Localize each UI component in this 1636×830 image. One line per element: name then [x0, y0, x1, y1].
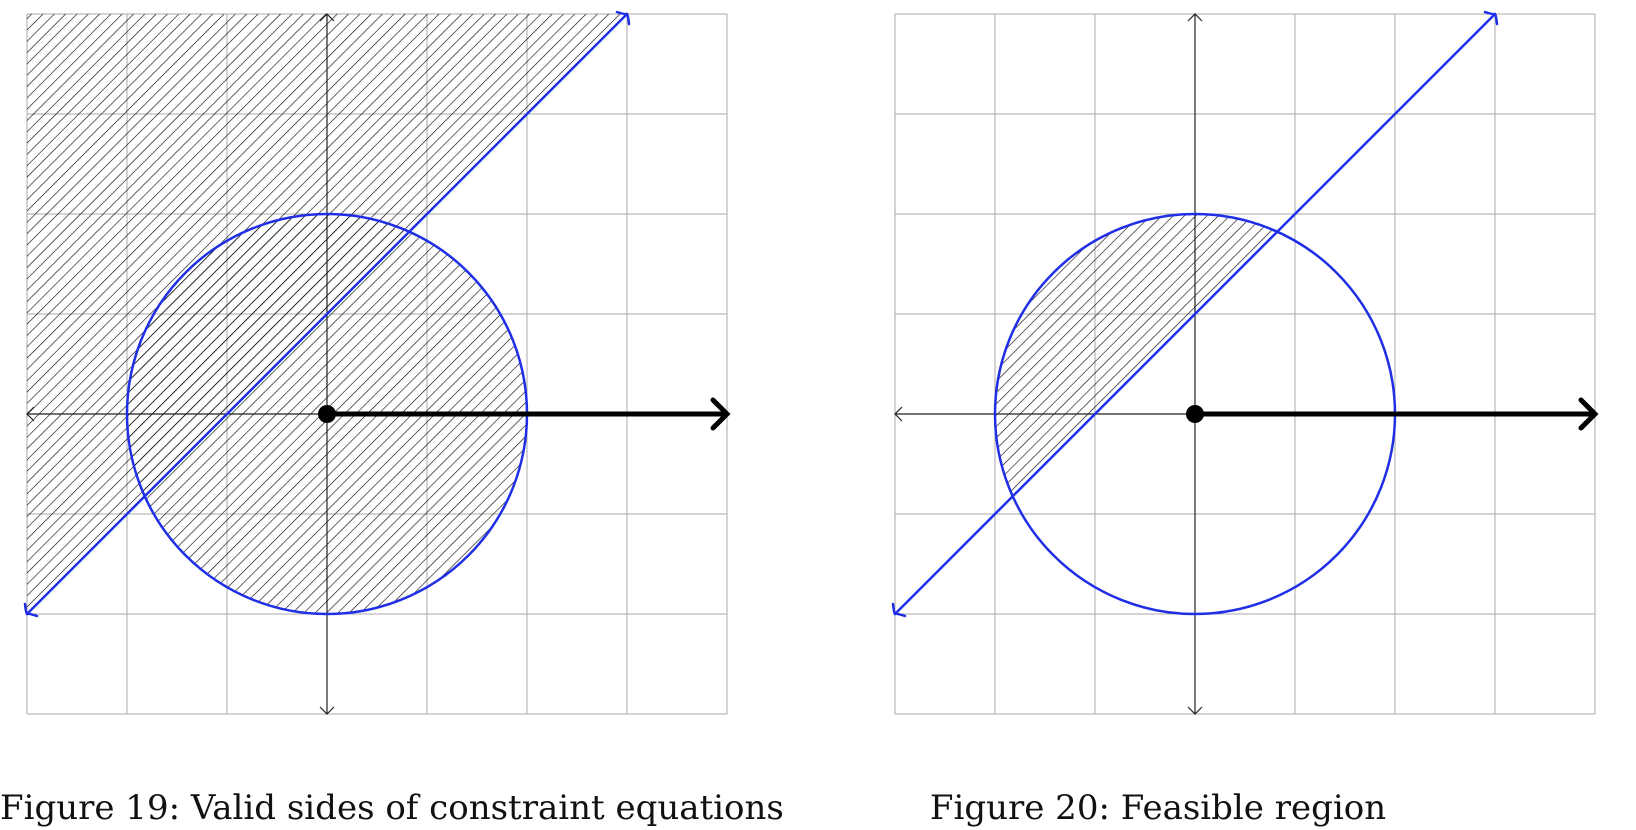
fig19-constraint-line-arrows: [23, 10, 631, 618]
fig20-y-axis-arrow-top: [1187, 13, 1203, 22]
figure-20: Figure 20: Feasible region: [868, 0, 1628, 830]
fig20-axes: [894, 13, 1595, 715]
fig20-y-axis-arrow-bottom: [1187, 706, 1203, 715]
fig19-constraint-line-arrow-start: [23, 602, 39, 618]
fig20-x-axis-arrow-left: [894, 406, 903, 422]
fig19-y-axis-arrow-top: [319, 13, 335, 22]
fig19-x-axis-arrow-left: [26, 406, 35, 422]
fig19-y-axis-arrow-bottom: [319, 706, 335, 715]
fig20-origin-point: [1186, 405, 1204, 423]
fig20-constraint-line-arrow-start: [891, 602, 907, 618]
fig19-origin-point: [318, 405, 336, 423]
fig19-constraint-line-arrow-end: [615, 10, 631, 26]
fig20-grid: [894, 13, 1596, 715]
fig19-constraint-line: [26, 13, 628, 615]
fig20-constraint-line-arrows: [891, 10, 1499, 618]
figure-19: Figure 19: Valid sides of constraint equ…: [0, 0, 784, 830]
fig20-constraint-line-arrow-end: [1483, 10, 1499, 26]
figure-20-plot: [891, 10, 1599, 715]
figure-19-caption-text: Figure 19: Valid sides of constraint equ…: [0, 788, 784, 828]
fig20-objective-vector-arrow: [1578, 397, 1599, 431]
figure-19-caption: Figure 19: Valid sides of constraint equ…: [0, 788, 784, 828]
fig20-constraint-line: [894, 13, 1496, 615]
fig19-objective-vector-arrow: [710, 397, 731, 431]
figure-20-caption: Figure 20: Feasible region: [778, 788, 1538, 828]
figure-19-plot: [23, 10, 731, 715]
figure-20-caption-text: Figure 20: Feasible region: [929, 788, 1387, 828]
